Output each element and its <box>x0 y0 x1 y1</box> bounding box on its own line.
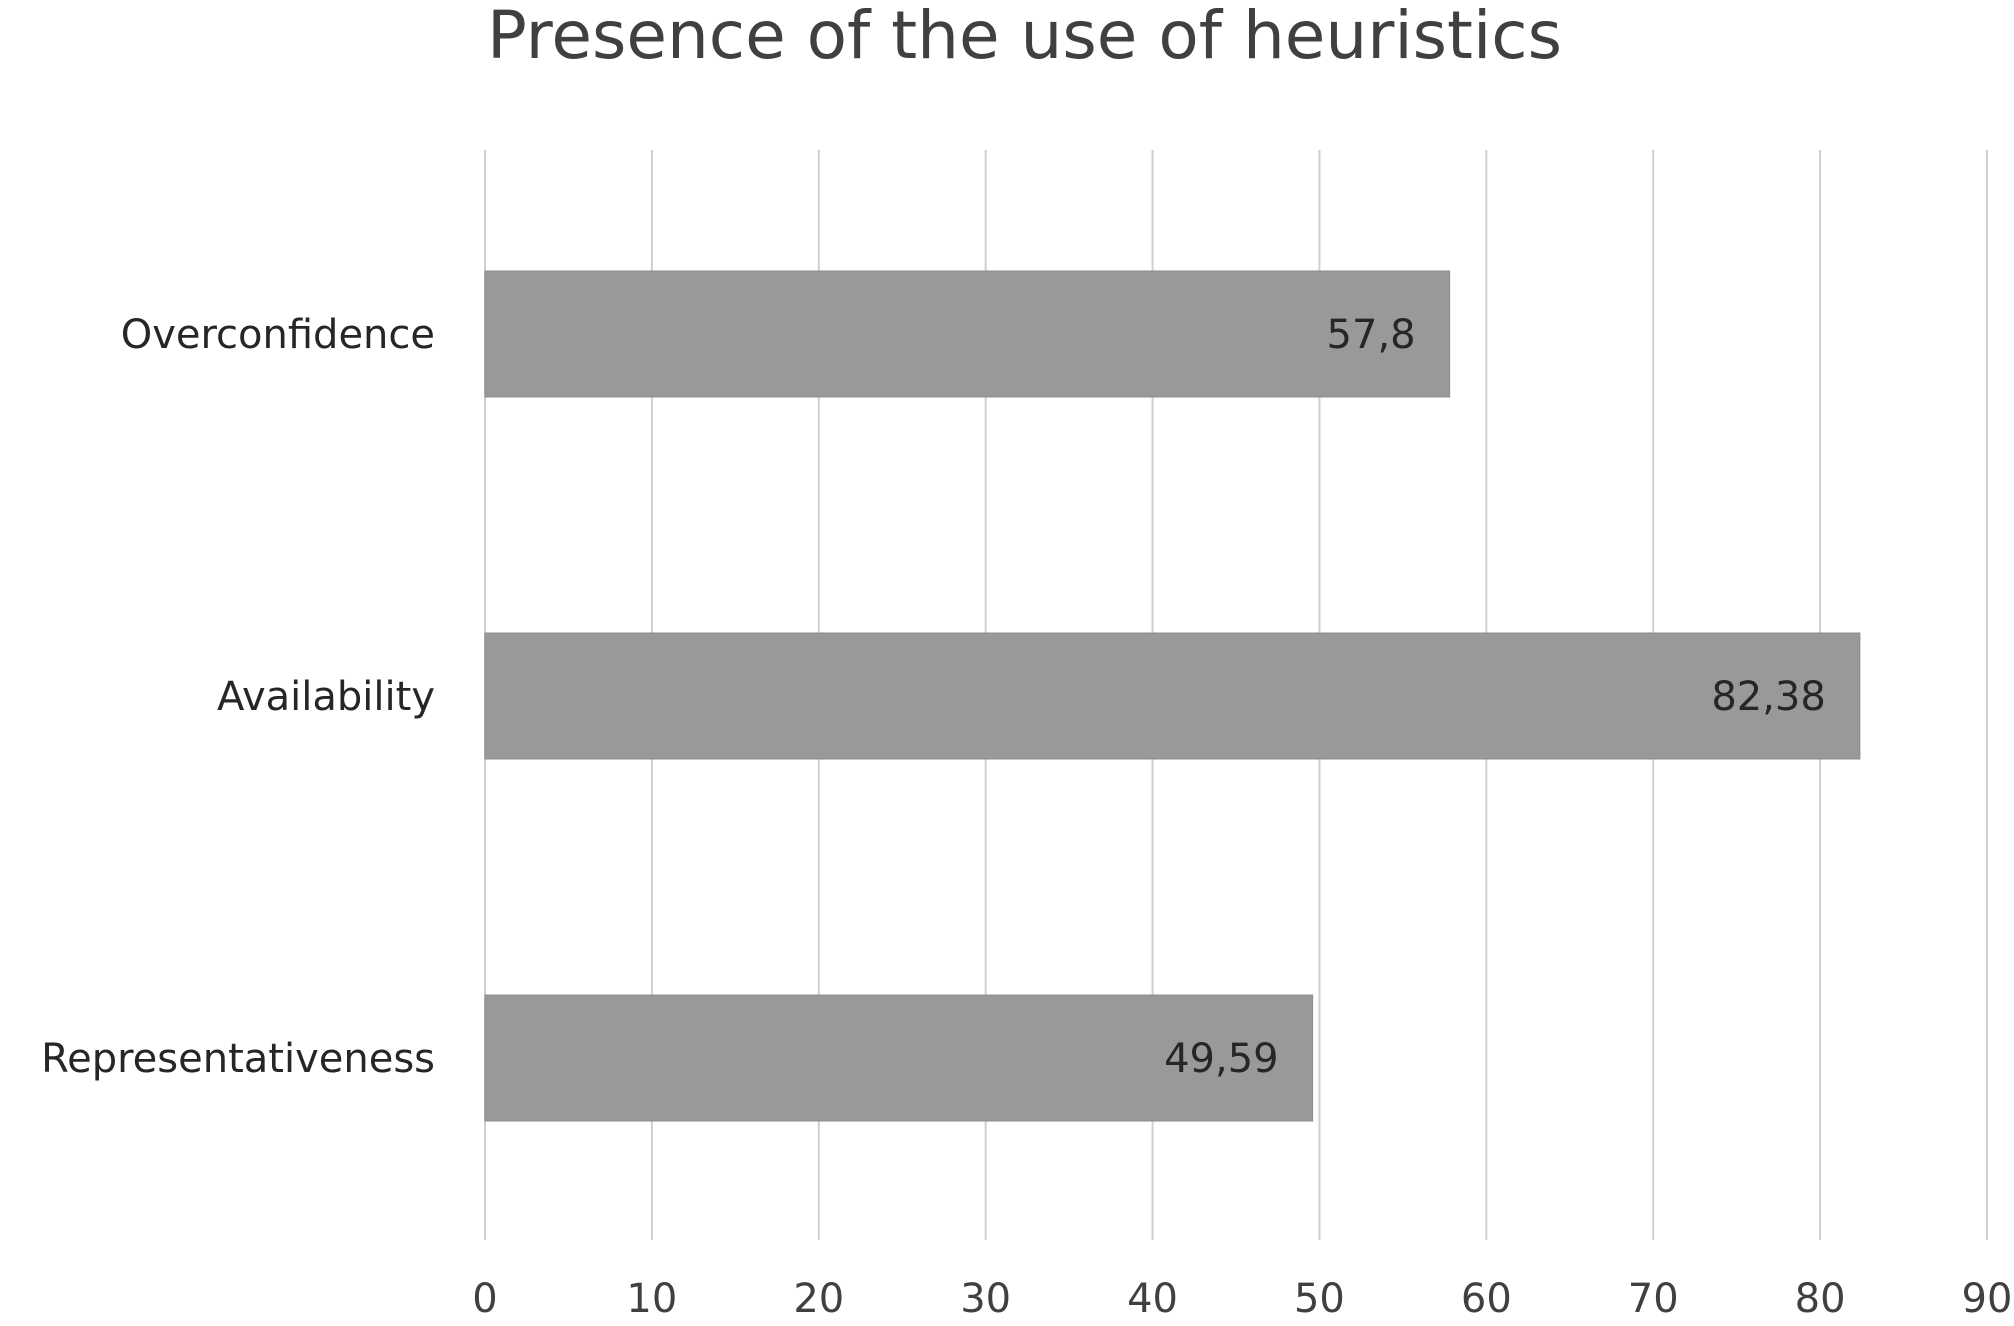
chart-title: Presence of the use of heuristics <box>487 0 1562 74</box>
category-label: Availability <box>217 674 435 720</box>
x-tick-labels: 0 10 20 30 40 50 60 70 80 90 <box>472 1276 2012 1322</box>
x-tick-label: 0 <box>472 1276 497 1322</box>
x-tick-label: 60 <box>1461 1276 1512 1322</box>
category-labels: Overconfidence Availability Representative… <box>41 312 435 1082</box>
bar <box>484 270 1451 398</box>
data-label: 57,8 <box>1327 312 1416 358</box>
data-label: 82,38 <box>1711 674 1826 720</box>
x-tick-label: 20 <box>793 1276 844 1322</box>
x-tick-label: 90 <box>1962 1276 2013 1322</box>
x-tick-label: 40 <box>1127 1276 1178 1322</box>
category-label: Representativeness <box>41 1036 435 1082</box>
data-labels: 57,8 82,38 49,59 <box>1164 312 1826 1082</box>
x-tick-label: 80 <box>1795 1276 1846 1322</box>
x-tick-label: 50 <box>1294 1276 1345 1322</box>
category-label: Overconfidence <box>121 312 435 358</box>
x-tick-label: 70 <box>1628 1276 1679 1322</box>
bars <box>484 270 1861 1122</box>
x-tick-label: 10 <box>626 1276 677 1322</box>
x-tick-label: 30 <box>960 1276 1011 1322</box>
bar <box>484 632 1861 760</box>
bar <box>484 994 1314 1122</box>
data-label: 49,59 <box>1164 1036 1279 1082</box>
